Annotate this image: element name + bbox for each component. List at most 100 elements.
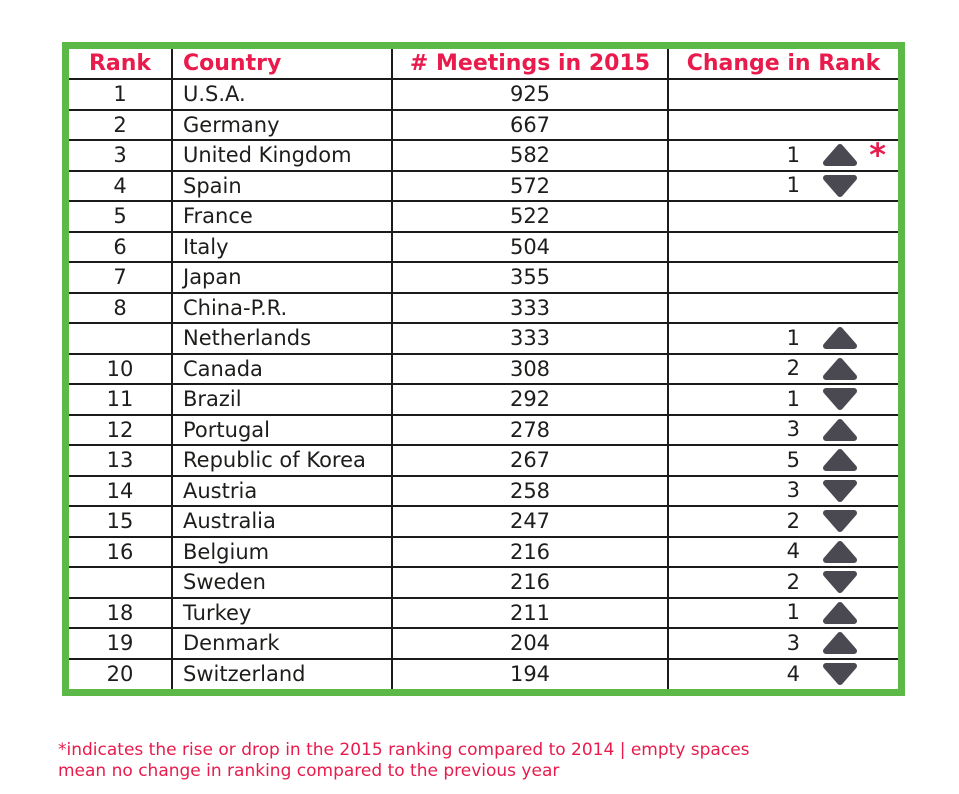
table-row: 5 France 522: [69, 200, 898, 233]
table-row: 16 Belgium 216 4: [69, 535, 898, 568]
meetings-cell: 216: [391, 566, 669, 599]
footnote-line-1: *indicates the rise or drop in the 2015 …: [58, 740, 750, 760]
change-value: 3: [786, 417, 800, 442]
down-arrow-icon: [823, 510, 857, 533]
down-arrow-icon: [823, 388, 857, 411]
country-cell: Turkey: [171, 596, 393, 629]
rank-cell: 11: [69, 383, 173, 416]
table-row: 10 Canada 308 2: [69, 352, 898, 385]
table-row: 6 Italy 504: [69, 230, 898, 263]
change-indicator: 3: [670, 416, 898, 443]
country-cell: Sweden: [171, 566, 393, 599]
meetings-cell: 572: [391, 169, 669, 202]
meetings-cell: 216: [391, 535, 669, 568]
table-row: 2 Germany 667: [69, 108, 898, 141]
country-cell: Republic of Korea: [171, 444, 393, 477]
country-cell: Canada: [171, 352, 393, 385]
rank-cell: 6: [69, 230, 173, 263]
change-cell: 1: [667, 322, 898, 355]
table-frame: Rank Country # Meetings in 2015 Change i…: [62, 42, 905, 696]
change-cell: [667, 291, 898, 324]
change-indicator: 1: [670, 172, 898, 199]
change-cell: 2: [667, 352, 898, 385]
country-cell: Italy: [171, 230, 393, 263]
change-indicator: 3: [670, 477, 898, 504]
meetings-cell: 258: [391, 474, 669, 507]
change-value: 1: [786, 325, 800, 350]
rank-cell: 1: [69, 78, 173, 111]
change-cell: 1: [667, 383, 898, 416]
change-cell: 2: [667, 505, 898, 538]
country-cell: Australia: [171, 505, 393, 538]
rank-cell: 18: [69, 596, 173, 629]
table-row: Netherlands 333 1: [69, 322, 898, 355]
rank-cell: 10: [69, 352, 173, 385]
table-row: Sweden 216 2: [69, 566, 898, 599]
country-cell: France: [171, 200, 393, 233]
footnote: *indicates the rise or drop in the 2015 …: [58, 740, 750, 783]
table-row: 7 Japan 355: [69, 261, 898, 294]
table-row: 11 Brazil 292 1: [69, 383, 898, 416]
change-value: 3: [786, 630, 800, 655]
footnote-line-2: mean no change in ranking compared to th…: [58, 761, 560, 782]
change-indicator: 2: [670, 355, 898, 382]
up-arrow-icon: [823, 418, 857, 441]
meetings-cell: 355: [391, 261, 669, 294]
table-row: 15 Australia 247 2: [69, 505, 898, 538]
change-cell: [667, 261, 898, 294]
table-row: 14 Austria 258 3: [69, 474, 898, 507]
up-arrow-icon: [823, 632, 857, 655]
change-value: 1: [786, 600, 800, 625]
rank-cell: 16: [69, 535, 173, 568]
country-cell: Austria: [171, 474, 393, 507]
change-value: 4: [786, 661, 800, 686]
rank-cell: 15: [69, 505, 173, 538]
table-row: 20 Switzerland 194 4: [69, 657, 898, 689]
rank-cell: 13: [69, 444, 173, 477]
down-arrow-icon: [823, 571, 857, 594]
meetings-cell: 292: [391, 383, 669, 416]
rank-cell: 5: [69, 200, 173, 233]
table-row: 19 Denmark 204 3: [69, 627, 898, 660]
meetings-cell: 211: [391, 596, 669, 629]
country-cell: Germany: [171, 108, 393, 141]
meetings-cell: 504: [391, 230, 669, 263]
table-row: 1 U.S.A. 925: [69, 78, 898, 111]
change-indicator: 4: [670, 538, 898, 565]
meetings-cell: 267: [391, 444, 669, 477]
header-row: Rank Country # Meetings in 2015 Change i…: [69, 49, 898, 80]
country-cell: Denmark: [171, 627, 393, 660]
change-cell: 3: [667, 474, 898, 507]
rankings-table: Rank Country # Meetings in 2015 Change i…: [69, 49, 898, 689]
rank-cell: 19: [69, 627, 173, 660]
change-cell: 2: [667, 566, 898, 599]
country-cell: Spain: [171, 169, 393, 202]
change-indicator: 5: [670, 447, 898, 474]
change-value: 1: [786, 173, 800, 198]
change-indicator: 2: [670, 569, 898, 596]
change-cell: [667, 78, 898, 111]
rank-cell: 7: [69, 261, 173, 294]
country-cell: Brazil: [171, 383, 393, 416]
table-row: 4 Spain 572 1: [69, 169, 898, 202]
change-value: 2: [786, 569, 800, 594]
up-arrow-icon: [823, 601, 857, 624]
change-cell: [667, 200, 898, 233]
change-value: 3: [786, 478, 800, 503]
rank-cell: 3: [69, 139, 173, 172]
change-indicator: 1: [670, 599, 898, 626]
change-indicator: 4: [670, 660, 898, 689]
country-cell: United Kingdom: [171, 139, 393, 172]
rank-cell: 14: [69, 474, 173, 507]
down-arrow-icon: [823, 663, 857, 686]
change-cell: 3: [667, 413, 898, 446]
change-value: 2: [786, 356, 800, 381]
table-row: 12 Portugal 278 3: [69, 413, 898, 446]
change-cell: 5: [667, 444, 898, 477]
country-cell: U.S.A.: [171, 78, 393, 111]
table-row: 3 United Kingdom 582 1 *: [69, 139, 898, 172]
meetings-cell: 204: [391, 627, 669, 660]
down-arrow-icon: [823, 479, 857, 502]
change-cell: 3: [667, 627, 898, 660]
